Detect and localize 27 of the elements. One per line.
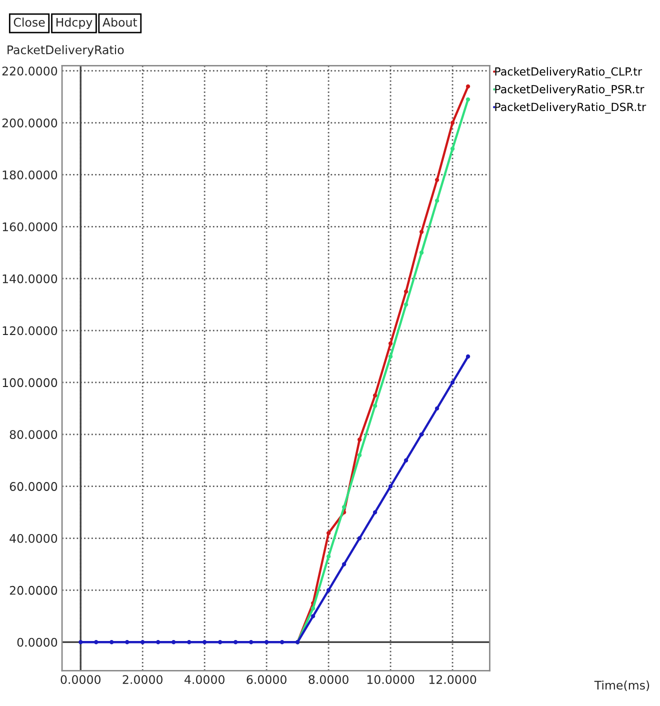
y-tick-label: 200.0000	[2, 118, 58, 128]
text: About	[102, 18, 138, 27]
y-tick-label: 120.0000	[2, 326, 58, 336]
legend-label: PacketDeliveryRatio_PSR.tr	[495, 84, 644, 96]
y-tick-label: 220.0000	[2, 66, 58, 76]
x-tick-label: 8.0000	[308, 675, 348, 684]
legend-label: PacketDeliveryRatio_DSR.tr	[495, 102, 646, 114]
x-tick-label: 6.0000	[246, 675, 286, 684]
x-tick-label: 0.0000	[60, 675, 101, 684]
y-tick-label: 60.0000	[10, 482, 58, 491]
y-tick-label: 180.0000	[2, 170, 58, 180]
x-tick-label: 10.0000	[367, 675, 414, 684]
x-tick-label: 12.0000	[429, 675, 476, 684]
text: Hdcpy	[56, 18, 92, 30]
text: Time(ms)	[594, 680, 650, 692]
y-tick-label: 20.0000	[10, 586, 58, 595]
y-axis-title: PacketDeliveryRatio	[8, 45, 124, 57]
y-tick-label: 80.0000	[10, 430, 58, 440]
y-tick-label: 0.0000	[17, 638, 58, 647]
y-tick-label: 40.0000	[10, 534, 58, 543]
legend-label: PacketDeliveryRatio_CLP.tr	[495, 67, 642, 78]
text: Close	[14, 18, 45, 27]
y-tick-label: 160.0000	[2, 222, 58, 232]
y-tick-label: 140.0000	[2, 274, 58, 284]
y-tick-label: 100.0000	[2, 378, 58, 388]
x-tick-label: 2.0000	[122, 675, 162, 684]
x-tick-label: 4.0000	[184, 675, 224, 684]
